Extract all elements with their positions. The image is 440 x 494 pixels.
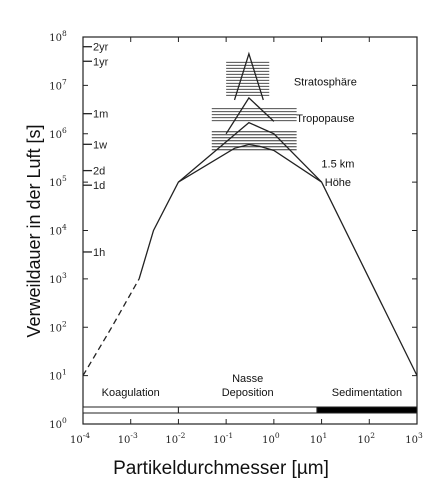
y-tick-label: 108 [49, 29, 67, 44]
region-bar [316, 406, 418, 414]
time-mark-label: 1h [93, 247, 105, 259]
band-1 [211, 108, 297, 122]
time-marks: 2yr 1yr 1m 1w 2d 1d 1h [83, 42, 109, 259]
x-axis-title: Partikeldurchmesser [µm] [113, 458, 329, 479]
x-tick-label: 102 [358, 431, 376, 446]
time-mark-label: 2d [93, 166, 105, 178]
curve-3 [225, 96, 275, 135]
time-mark-label: 1d [93, 180, 105, 192]
region-label: Deposition [222, 387, 274, 399]
y-tick-label: 105 [49, 174, 67, 189]
curve-0 [82, 278, 140, 376]
region-label: Koagulation [102, 387, 160, 399]
time-mark-label: 1m [93, 109, 108, 121]
annotation-label: Stratosphäre [294, 77, 357, 89]
x-tick-label: 10-3 [118, 431, 138, 446]
y-tick-label: 102 [49, 319, 67, 334]
region-label: Sedimentation [332, 387, 402, 399]
y-tick-label: 104 [49, 223, 67, 238]
y-tick-label: 100 [49, 416, 67, 431]
x-tick-label: 101 [310, 431, 328, 446]
region-bar [177, 406, 318, 414]
curve-4 [233, 51, 264, 101]
y-tick-label: 101 [49, 368, 67, 383]
process-regions: Koagulation Nasse Deposition Sedimentation [82, 373, 418, 414]
x-tick-label: 103 [405, 431, 423, 446]
x-tick-label: 100 [262, 431, 280, 446]
curve-1 [138, 143, 418, 376]
y-tick-label: 106 [49, 126, 67, 141]
curves [82, 51, 418, 376]
time-mark-label: 2yr [93, 42, 109, 54]
x-tick-label: 10-1 [213, 431, 233, 446]
time-mark-label: 1w [93, 139, 107, 151]
x-tick-label: 10-4 [70, 431, 90, 446]
y-tick-label: 103 [49, 271, 67, 286]
annotation-label: 1.5 km [321, 159, 354, 171]
annotations: Stratosphäre Tropopause 1.5 km Höhe [294, 77, 357, 190]
time-mark-label: 1yr [93, 56, 109, 68]
band-0 [226, 61, 270, 96]
annotation-label: Höhe [325, 177, 351, 189]
region-label: Nasse [232, 373, 263, 385]
y-axis-title: Verweildauer in der Luft [s] [24, 124, 44, 337]
altitude-bands [211, 61, 297, 151]
annotation-label: Tropopause [296, 113, 354, 125]
band-2 [211, 131, 297, 151]
y-tick-label: 107 [49, 77, 67, 92]
region-bar [82, 406, 179, 414]
x-tick-label: 10-2 [165, 431, 185, 446]
curve-2 [177, 121, 323, 183]
